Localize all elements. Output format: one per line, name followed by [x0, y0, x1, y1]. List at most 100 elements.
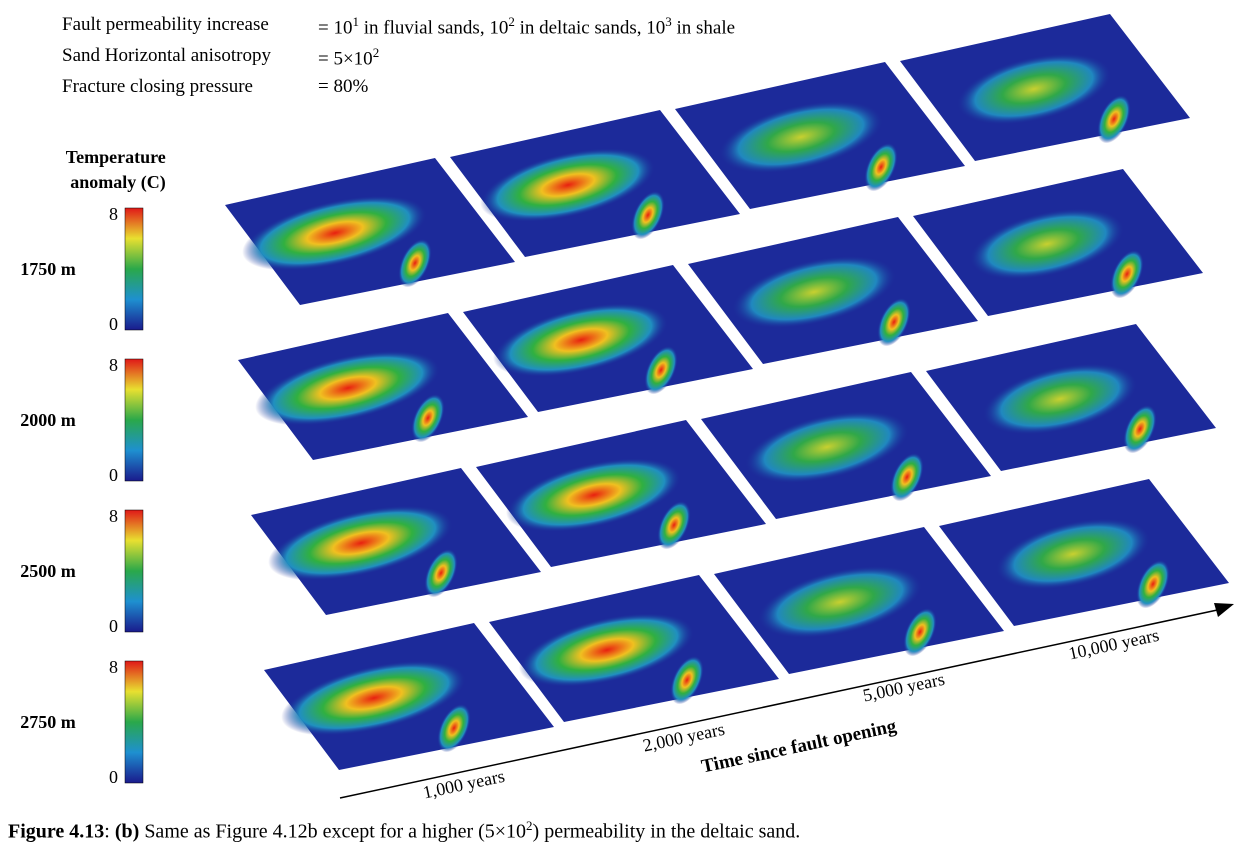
surface-panel: [489, 575, 779, 722]
anomaly-peak: [1136, 559, 1170, 609]
anomaly-peak: [1110, 249, 1144, 299]
depth-label: 1750 m: [20, 259, 76, 279]
anomaly-band: [493, 302, 669, 378]
anomaly-band: [242, 195, 428, 271]
anomaly-band: [994, 517, 1152, 591]
time-label: 5,000 years: [861, 669, 946, 706]
value-text: = 5×10: [318, 48, 373, 70]
depth-label: 2500 m: [20, 561, 76, 581]
surface-panel: [450, 110, 740, 257]
surface-panel: [675, 62, 965, 209]
anomaly-band: [955, 52, 1113, 126]
caption-text: :: [104, 820, 115, 843]
depth-label: 2750 m: [20, 712, 76, 732]
surface-panel: [463, 265, 753, 412]
value-text: = 80%: [318, 76, 369, 97]
colorbar-title-line: anomaly (C): [70, 172, 166, 193]
anomaly-peak: [644, 345, 678, 395]
anomaly-peak: [1097, 94, 1131, 144]
parameter-value: = 80%: [318, 76, 368, 98]
surface-panel: [251, 468, 541, 615]
superscript: 2: [372, 45, 380, 60]
anomaly-peak: [877, 297, 911, 347]
colorbar-tick-label: 8: [109, 657, 118, 677]
depth-label: 2000 m: [20, 410, 76, 430]
surface-panel: [476, 420, 766, 567]
anomaly-band: [268, 505, 454, 581]
surface-panel: [913, 169, 1203, 316]
anomaly-peak: [1123, 404, 1157, 454]
superscript: 2: [508, 14, 515, 29]
anomaly-band: [756, 565, 924, 639]
anomaly-peak: [411, 393, 445, 443]
anomaly-band: [717, 100, 885, 174]
surface-panel: [264, 623, 554, 770]
parameter-value: = 5×102: [318, 45, 379, 70]
anomaly-band: [730, 255, 898, 329]
surface-panel: [238, 313, 528, 460]
surface-panel: [900, 14, 1190, 161]
surface-panel: [688, 217, 978, 364]
colorbar-title-line: Temperature: [66, 147, 166, 167]
surface-panel: [926, 324, 1216, 471]
colorbar-title: Temperature anomaly (C): [66, 147, 170, 193]
anomaly-band: [255, 350, 441, 426]
time-label: 10,000 years: [1067, 625, 1161, 664]
caption: Figure 4.13: (b) Same as Figure 4.12b ex…: [8, 818, 800, 844]
superscript: 2: [526, 818, 533, 833]
anomaly-band: [506, 457, 682, 533]
anomaly-band: [519, 612, 695, 688]
surface-panel: [225, 158, 515, 305]
anomaly-peak: [437, 703, 471, 753]
colorbar: [124, 358, 144, 482]
anomaly-peak: [631, 190, 665, 240]
anomaly-peak: [398, 238, 432, 288]
anomaly-band: [743, 410, 911, 484]
superscript: 3: [665, 14, 672, 29]
time-axis-title: Time since fault opening: [700, 716, 899, 778]
colorbar-tick-label: 8: [109, 204, 118, 224]
anomaly-peak: [890, 452, 924, 502]
surface-panel: [939, 479, 1229, 626]
time-arrow: [1214, 603, 1234, 617]
value-text: in deltaic sands, 10: [514, 17, 666, 39]
value-text: = 10: [318, 17, 353, 39]
colorbar: [124, 509, 144, 633]
anomaly-band: [480, 147, 656, 223]
anomaly-band: [281, 660, 467, 736]
colorbar: [124, 207, 144, 331]
panel-label: (b): [114, 820, 140, 843]
parameter-label: Fault permeability increase: [62, 14, 269, 35]
value-text: in fluvial sands, 10: [358, 17, 509, 39]
surface-panel: [714, 527, 1004, 674]
parameter-label: Fracture closing pressure: [62, 76, 253, 97]
colorbar-tick-label: 8: [109, 506, 118, 526]
colorbar-tick-label: 0: [109, 465, 118, 485]
anomaly-peak: [903, 607, 937, 657]
anomaly-peak: [864, 142, 898, 192]
parameter-value: = 101 in fluvial sands, 102 in deltaic s…: [318, 14, 735, 39]
anomaly-peak: [657, 500, 691, 550]
colorbar-tick-label: 0: [109, 314, 118, 334]
colorbar: [124, 660, 144, 784]
time-axis: [339, 608, 1223, 799]
value-text: in shale: [671, 17, 736, 39]
anomaly-peak: [424, 548, 458, 598]
anomaly-band: [968, 207, 1126, 281]
colorbar-tick-label: 0: [109, 767, 118, 787]
parameter: Sand Horizontal anisotropy = 5×102: [62, 45, 379, 69]
colorbar-tick-label: 0: [109, 616, 118, 636]
anomaly-peak: [670, 655, 704, 705]
superscript: 1: [352, 14, 359, 29]
surface-panel: [701, 372, 991, 519]
parameter-label: Sand Horizontal anisotropy: [62, 45, 271, 66]
caption-text: ) permeability in the deltaic sand.: [532, 820, 801, 843]
parameter: Fault permeability increase = 101 in fluv…: [62, 14, 735, 38]
anomaly-band: [981, 362, 1139, 436]
colorbar-tick-label: 8: [109, 355, 118, 375]
caption-text: Same as Figure 4.12b except for a higher…: [139, 820, 527, 843]
parameter: Fracture closing pressure = 80%: [62, 76, 368, 98]
figure-label: Figure 4.13: [8, 820, 105, 843]
